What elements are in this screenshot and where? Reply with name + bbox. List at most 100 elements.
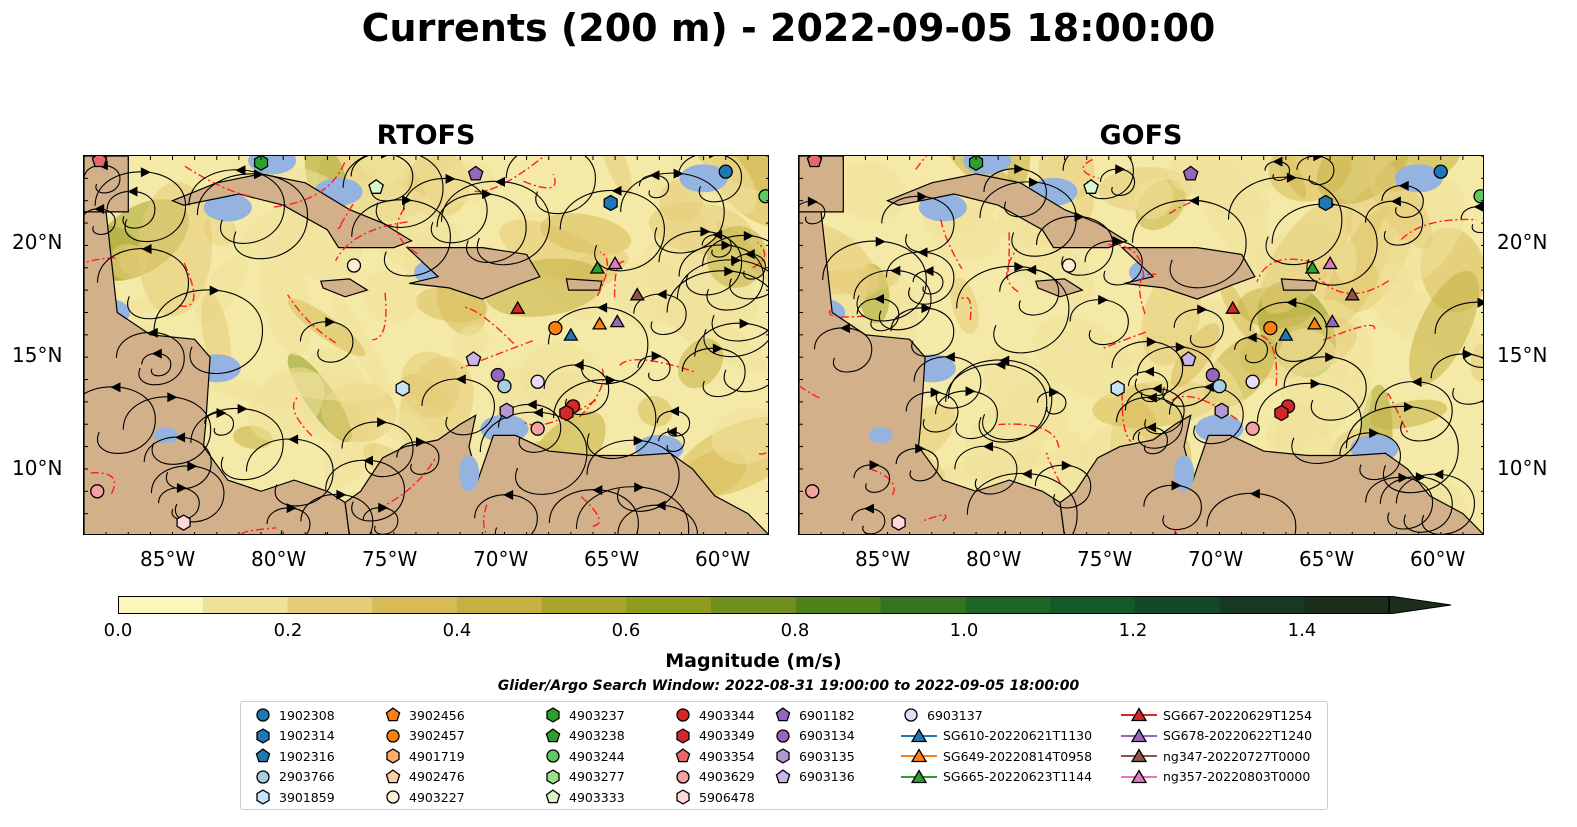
- legend-marker: [385, 768, 401, 783]
- colorbar-tick: 0.4: [442, 620, 472, 641]
- lat-label-15n-right: 15°N: [1497, 343, 1548, 367]
- legend-item-SG610-20220621T1130: SG610-20220621T1130: [901, 727, 1092, 744]
- legend-marker: [545, 789, 561, 804]
- legend-item-1902314: 1902314: [253, 727, 335, 744]
- legend-marker: [255, 748, 271, 763]
- legend-item-4903237: 4903237: [543, 707, 625, 723]
- colorbar-label: Magnitude (m/s): [665, 650, 842, 672]
- colorbar-segment: [541, 596, 627, 614]
- legend-item-5906478: 5906478: [673, 789, 755, 805]
- legend-label: 2903766: [279, 769, 335, 784]
- legend-marker: [676, 727, 690, 744]
- obs-marker-5906478: [891, 514, 906, 531]
- lon-label-80w: 80°W: [251, 547, 307, 571]
- legend-item-6901182: 6901182: [773, 707, 855, 723]
- legend-label: 4903237: [569, 707, 625, 723]
- map-rtofs[interactable]: [83, 155, 769, 535]
- legend-item-1902316: 1902316: [253, 748, 335, 764]
- legend-label: 3901859: [279, 789, 335, 805]
- legend-marker: [256, 727, 270, 744]
- legend-label: SG649-20220814T0958: [943, 748, 1093, 764]
- legend-marker: [546, 768, 560, 785]
- obs-marker-ng357-20220803T0000: [607, 256, 623, 270]
- lon-label-85w-gofs: 85°W: [855, 547, 911, 571]
- map-gofs[interactable]: [798, 155, 1484, 535]
- obs-marker-2903766: [1212, 379, 1227, 394]
- legend-marker: [1130, 748, 1148, 763]
- legend-label: 4903227: [409, 789, 465, 805]
- colorbar-segment: [118, 596, 204, 614]
- colorbar-segment: [711, 596, 797, 614]
- legend-label: 4903344: [699, 707, 755, 723]
- lon-label-75w-gofs: 75°W: [1077, 547, 1133, 571]
- lon-label-60w: 60°W: [695, 547, 751, 571]
- legend-label: 4903333: [569, 789, 625, 805]
- obs-marker-6903137: [1245, 374, 1260, 389]
- obs-marker-SG665-20220623T1144: [589, 260, 606, 274]
- legend-marker: [775, 768, 791, 783]
- legend-marker: [1130, 707, 1148, 722]
- legend-label: 6903134: [799, 728, 855, 743]
- colorbar-segment: [1219, 596, 1305, 614]
- legend-marker: [676, 789, 690, 805]
- colorbar-tick: 1.4: [1287, 620, 1317, 641]
- legend-item-SG665-20220623T1144: SG665-20220623T1144: [901, 768, 1092, 785]
- legend-item-4901719: 4901719: [383, 748, 465, 764]
- obs-marker-SG678-20220622T1240: [1324, 314, 1340, 328]
- legend: 1902308 1902314 1902316 2903766 3901859 39024…: [240, 701, 1328, 810]
- legend-marker: [386, 748, 400, 764]
- lat-label-10n-right: 10°N: [1497, 456, 1548, 480]
- obs-marker-4903227: [1061, 258, 1077, 273]
- obs-marker-6903134: [1205, 367, 1220, 383]
- colorbar: [118, 595, 1453, 615]
- colorbar-segment: [880, 596, 966, 614]
- colorbar-segment: [202, 596, 288, 614]
- legend-label: 4903349: [699, 728, 755, 743]
- colorbar-segment: [372, 596, 458, 614]
- legend-item-4903333: 4903333: [543, 789, 625, 805]
- obs-marker-4903349: [559, 404, 574, 422]
- lat-label-10n: 10°N: [12, 456, 63, 480]
- obs-marker-5906478: [176, 514, 191, 531]
- lon-label-65w-gofs: 65°W: [1299, 547, 1355, 571]
- obs-marker-1902314: [1318, 194, 1333, 212]
- obs-marker-SG665-20220623T1144: [1304, 260, 1321, 274]
- legend-item-4903344: 4903344: [673, 707, 755, 723]
- obs-marker-4903629: [1245, 421, 1260, 436]
- obs-marker-1902308: [1433, 164, 1448, 179]
- colorbar-tick: 0.6: [611, 620, 641, 641]
- obs-marker-ng347-20220727T0000: [629, 287, 645, 301]
- legend-marker: [386, 728, 400, 743]
- colorbar-segment: [965, 596, 1051, 614]
- obs-marker-4903629: [805, 484, 820, 499]
- lat-label-20n: 20°N: [12, 230, 63, 254]
- legend-label: 5906478: [699, 789, 755, 805]
- legend-label: 1902308: [279, 707, 335, 723]
- colorbar-tick: 0.0: [103, 620, 133, 641]
- lon-label-85w: 85°W: [140, 547, 196, 571]
- legend-item-SG667-20220629T1254: SG667-20220629T1254: [1121, 707, 1312, 723]
- obs-marker-4903349: [1274, 404, 1289, 422]
- legend-marker: [545, 727, 561, 742]
- obs-marker-SG610-20220621T1130: [1278, 327, 1294, 341]
- obs-marker-6903134: [490, 367, 505, 383]
- legend-marker: [385, 707, 401, 722]
- legend-label: 4903244: [569, 748, 625, 764]
- obs-marker-ng347-20220727T0000: [1344, 287, 1360, 301]
- colorbar-segment: [1050, 596, 1136, 614]
- legend-label: 4903354: [699, 748, 755, 764]
- obs-marker-4903333: [368, 178, 384, 194]
- legend-marker: [910, 727, 928, 742]
- obs-marker-4903629: [530, 421, 545, 436]
- panel-title-gofs: GOFS: [1099, 120, 1183, 151]
- legend-label: SG667-20220629T1254: [1163, 707, 1313, 723]
- legend-item-2903766: 2903766: [253, 769, 335, 785]
- lon-label-70w: 70°W: [473, 547, 529, 571]
- obs-marker-6903135: [1214, 402, 1229, 420]
- obs-marker-6901182: [1182, 165, 1199, 181]
- legend-marker: [776, 748, 790, 764]
- legend-label: 3902456: [409, 707, 465, 723]
- legend-item-3901859: 3901859: [253, 789, 335, 805]
- legend-item-1902308: 1902308: [253, 707, 335, 723]
- colorbar-segment: [1134, 596, 1221, 614]
